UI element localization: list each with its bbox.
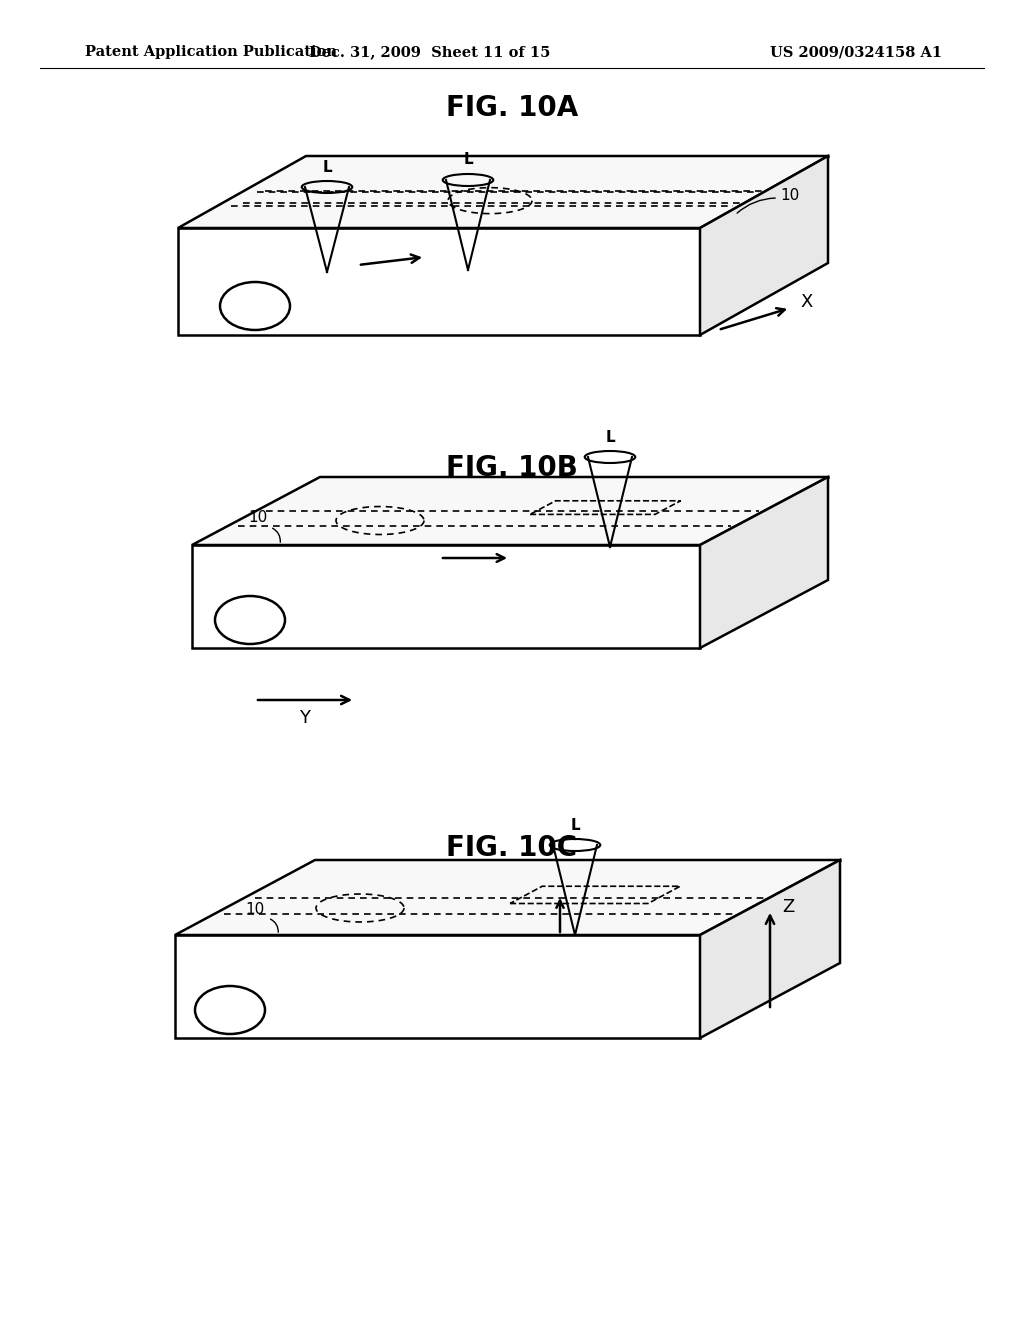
Text: Patent Application Publication: Patent Application Publication <box>85 45 337 59</box>
Text: Z: Z <box>782 898 795 916</box>
Text: L: L <box>570 817 580 833</box>
Text: FIG. 10C: FIG. 10C <box>446 834 578 862</box>
Polygon shape <box>178 156 828 228</box>
Polygon shape <box>700 861 840 1038</box>
Text: 10: 10 <box>780 187 800 202</box>
Polygon shape <box>175 935 700 1038</box>
Polygon shape <box>193 477 828 545</box>
Text: FIG. 10B: FIG. 10B <box>446 454 578 482</box>
Polygon shape <box>193 545 700 648</box>
Text: US 2009/0324158 A1: US 2009/0324158 A1 <box>770 45 942 59</box>
Text: X: X <box>800 293 812 312</box>
Polygon shape <box>178 228 700 335</box>
Polygon shape <box>175 861 840 935</box>
Text: 10: 10 <box>248 511 267 525</box>
Text: L: L <box>323 160 332 174</box>
Text: Y: Y <box>299 709 310 727</box>
Polygon shape <box>700 477 828 648</box>
Text: Dec. 31, 2009  Sheet 11 of 15: Dec. 31, 2009 Sheet 11 of 15 <box>309 45 551 59</box>
Text: FIG. 10A: FIG. 10A <box>445 94 579 121</box>
Text: 10: 10 <box>245 903 264 917</box>
Polygon shape <box>700 156 828 335</box>
Text: L: L <box>605 429 614 445</box>
Text: L: L <box>463 153 473 168</box>
